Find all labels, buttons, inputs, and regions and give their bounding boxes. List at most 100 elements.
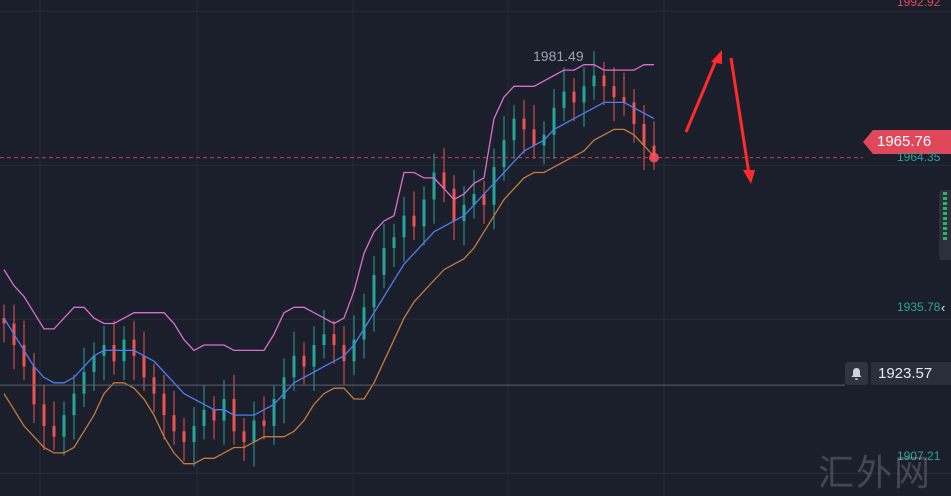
- candle-33: [332, 320, 336, 364]
- candle-59: [592, 51, 596, 100]
- candle-body-6: [62, 415, 66, 437]
- alert-price-box[interactable]: 1923.57: [871, 362, 951, 385]
- candle-53: [532, 105, 536, 160]
- candle-29: [292, 331, 296, 391]
- candle-28: [282, 358, 286, 424]
- candle-body-40: [402, 215, 406, 238]
- candle-body-0: [2, 318, 6, 324]
- candle-body-60: [602, 75, 606, 87]
- candle-body-56: [562, 91, 566, 108]
- candle-body-57: [572, 91, 576, 103]
- candle-body-58: [582, 86, 586, 103]
- candle-4: [42, 385, 46, 451]
- candle-body-43: [432, 172, 436, 200]
- candle-body-50: [502, 140, 506, 168]
- bell-icon[interactable]: [845, 362, 868, 385]
- candle-52: [522, 99, 526, 154]
- candle-body-44: [442, 172, 446, 189]
- axis-label-bid: 1964.35: [897, 150, 941, 164]
- candle-21: [212, 396, 216, 440]
- candle-25: [252, 401, 256, 467]
- candle-19: [192, 407, 196, 467]
- candle-body-9: [92, 355, 96, 372]
- candle-body-25: [252, 420, 256, 443]
- candle-body-7: [72, 393, 76, 416]
- candle-body-26: [262, 420, 266, 426]
- lower-band-line: [3, 128, 655, 465]
- candle-body-53: [532, 129, 536, 146]
- up-arrow-icon: [684, 50, 722, 133]
- candle-27: [272, 385, 276, 445]
- candle-43: [432, 153, 436, 224]
- candle-14: [142, 331, 146, 391]
- candles: [2, 51, 656, 467]
- candle-41: [412, 191, 416, 240]
- candle-62: [622, 72, 626, 116]
- candle-3: [32, 353, 36, 424]
- candle-57: [572, 78, 576, 122]
- candle-body-49: [492, 167, 496, 205]
- candle-body-65: [652, 145, 656, 157]
- candle-37: [372, 256, 376, 332]
- candle-body-61: [612, 86, 616, 98]
- candle-20: [202, 385, 206, 440]
- candle-42: [422, 186, 426, 246]
- candle-body-29: [292, 355, 296, 378]
- candle-body-2: [22, 345, 26, 367]
- candle-body-18: [182, 431, 186, 443]
- current-price-tag: 1965.76: [863, 130, 951, 154]
- candle-body-28: [282, 377, 286, 399]
- candle-body-20: [202, 409, 206, 426]
- collapse-chevron-icon[interactable]: ‹: [941, 300, 946, 315]
- candle-body-31: [312, 345, 316, 367]
- candle-body-63: [632, 102, 636, 124]
- candle-61: [612, 67, 616, 122]
- candle-0: [2, 304, 6, 343]
- candle-38: [382, 223, 386, 289]
- high-price-label: 1981.49: [533, 48, 584, 64]
- candle-body-62: [622, 97, 626, 103]
- candle-56: [562, 67, 566, 122]
- candle-16: [162, 374, 166, 440]
- middle-band-line: [3, 101, 655, 416]
- candle-body-33: [332, 334, 336, 346]
- candle-64: [642, 105, 646, 170]
- candle-40: [402, 196, 406, 262]
- candle-body-17: [172, 415, 176, 432]
- candle-body-41: [412, 215, 416, 227]
- axis-label-top: 1992.92: [897, 0, 941, 9]
- candle-body-19: [192, 425, 196, 443]
- candle-60: [602, 62, 606, 106]
- candle-30: [302, 342, 306, 386]
- candle-body-11: [112, 345, 116, 362]
- candle-body-38: [382, 248, 386, 275]
- candle-body-55: [552, 107, 556, 135]
- candle-body-51: [512, 118, 516, 141]
- candle-58: [582, 67, 586, 127]
- candle-63: [632, 88, 636, 143]
- candle-body-5: [52, 425, 56, 437]
- candle-5: [52, 401, 56, 451]
- candle-body-34: [342, 345, 346, 362]
- candle-body-8: [82, 372, 86, 394]
- candle-body-27: [272, 398, 276, 426]
- candle-48: [482, 180, 486, 224]
- candle-body-30: [302, 355, 306, 367]
- axis-label-mid: 1935.78: [897, 300, 941, 314]
- candle-36: [362, 293, 366, 359]
- candle-body-39: [392, 237, 396, 248]
- candle-body-46: [462, 204, 466, 222]
- candle-body-35: [352, 339, 356, 362]
- candle-9: [92, 342, 96, 391]
- candle-body-32: [322, 334, 326, 346]
- candle-body-45: [452, 188, 456, 222]
- candle-body-4: [42, 404, 46, 426]
- current-price-dot: [649, 152, 659, 163]
- side-panel-handle[interactable]: [939, 190, 951, 260]
- candle-body-47: [472, 194, 476, 205]
- candle-body-52: [522, 118, 526, 130]
- candle-6: [62, 401, 66, 456]
- candle-body-14: [142, 355, 146, 378]
